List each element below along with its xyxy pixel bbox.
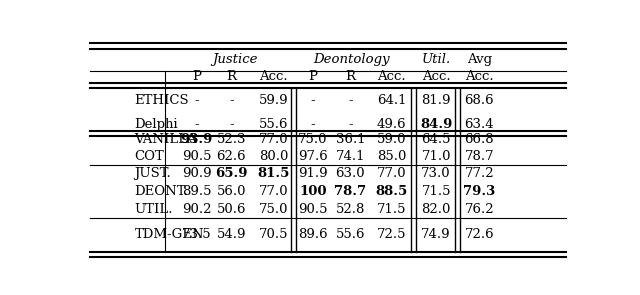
Text: -: - <box>229 94 234 107</box>
Text: 56.0: 56.0 <box>216 185 246 198</box>
Text: 79.3: 79.3 <box>463 185 495 198</box>
Text: 71.5: 71.5 <box>421 185 451 198</box>
Text: DEONT.: DEONT. <box>134 185 188 198</box>
Text: Acc.: Acc. <box>422 70 451 83</box>
Text: 73.5: 73.5 <box>182 228 211 241</box>
Text: 59.0: 59.0 <box>377 133 406 146</box>
Text: 82.0: 82.0 <box>422 203 451 216</box>
Text: Deontology: Deontology <box>314 53 390 66</box>
Text: VANILLA: VANILLA <box>134 133 197 146</box>
Text: Util.: Util. <box>422 53 451 66</box>
Text: 89.6: 89.6 <box>298 228 328 241</box>
Text: -: - <box>229 118 234 131</box>
Text: 77.2: 77.2 <box>465 167 494 180</box>
Text: 68.6: 68.6 <box>465 94 494 107</box>
Text: 54.9: 54.9 <box>216 228 246 241</box>
Text: Justice: Justice <box>212 53 257 66</box>
Text: 73.0: 73.0 <box>421 167 451 180</box>
Text: 89.5: 89.5 <box>182 185 211 198</box>
Text: 71.5: 71.5 <box>377 203 406 216</box>
Text: -: - <box>195 94 199 107</box>
Text: 75.0: 75.0 <box>298 133 328 146</box>
Text: 52.3: 52.3 <box>216 133 246 146</box>
Text: 70.5: 70.5 <box>259 228 288 241</box>
Text: R: R <box>346 70 355 83</box>
Text: JUST.: JUST. <box>134 167 172 180</box>
Text: 64.1: 64.1 <box>377 94 406 107</box>
Text: Acc.: Acc. <box>259 70 288 83</box>
Text: -: - <box>348 118 353 131</box>
Text: 63.4: 63.4 <box>465 118 494 131</box>
Text: 90.5: 90.5 <box>182 150 211 163</box>
Text: 81.5: 81.5 <box>257 167 290 180</box>
Text: 90.2: 90.2 <box>182 203 211 216</box>
Text: ETHICS: ETHICS <box>134 94 189 107</box>
Text: 72.5: 72.5 <box>377 228 406 241</box>
Text: 55.6: 55.6 <box>335 228 365 241</box>
Text: UTIL.: UTIL. <box>134 203 173 216</box>
Text: 74.9: 74.9 <box>421 228 451 241</box>
Text: 49.6: 49.6 <box>377 118 406 131</box>
Text: 88.5: 88.5 <box>376 185 408 198</box>
Text: 84.9: 84.9 <box>420 118 452 131</box>
Text: 77.0: 77.0 <box>259 185 288 198</box>
Text: 78.7: 78.7 <box>465 150 494 163</box>
Text: 62.6: 62.6 <box>216 150 246 163</box>
Text: Acc.: Acc. <box>465 70 493 83</box>
Text: Acc.: Acc. <box>377 70 406 83</box>
Text: TDM-GEN: TDM-GEN <box>134 228 204 241</box>
Text: Delphi: Delphi <box>134 118 178 131</box>
Text: 59.9: 59.9 <box>259 94 288 107</box>
Text: 93.9: 93.9 <box>180 133 212 146</box>
Text: -: - <box>348 94 353 107</box>
Text: 66.8: 66.8 <box>465 133 494 146</box>
Text: 72.6: 72.6 <box>465 228 494 241</box>
Text: 78.7: 78.7 <box>334 185 366 198</box>
Text: -: - <box>311 118 316 131</box>
Text: 77.0: 77.0 <box>259 133 288 146</box>
Text: 90.9: 90.9 <box>182 167 211 180</box>
Text: P: P <box>192 70 201 83</box>
Text: -: - <box>311 94 316 107</box>
Text: 76.2: 76.2 <box>465 203 494 216</box>
Text: 77.0: 77.0 <box>377 167 406 180</box>
Text: 64.5: 64.5 <box>421 133 451 146</box>
Text: 63.0: 63.0 <box>335 167 365 180</box>
Text: R: R <box>227 70 236 83</box>
Text: 65.9: 65.9 <box>215 167 248 180</box>
Text: 71.0: 71.0 <box>421 150 451 163</box>
Text: 90.5: 90.5 <box>298 203 328 216</box>
Text: 50.6: 50.6 <box>216 203 246 216</box>
Text: 80.0: 80.0 <box>259 150 288 163</box>
Text: Avg: Avg <box>467 53 492 66</box>
Text: -: - <box>195 118 199 131</box>
Text: 91.9: 91.9 <box>298 167 328 180</box>
Text: 81.9: 81.9 <box>421 94 451 107</box>
Text: 75.0: 75.0 <box>259 203 288 216</box>
Text: 85.0: 85.0 <box>377 150 406 163</box>
Text: P: P <box>308 70 317 83</box>
Text: COT: COT <box>134 150 164 163</box>
Text: 36.1: 36.1 <box>335 133 365 146</box>
Text: 74.1: 74.1 <box>335 150 365 163</box>
Text: 100: 100 <box>300 185 327 198</box>
Text: 55.6: 55.6 <box>259 118 288 131</box>
Text: 97.6: 97.6 <box>298 150 328 163</box>
Text: 52.8: 52.8 <box>335 203 365 216</box>
